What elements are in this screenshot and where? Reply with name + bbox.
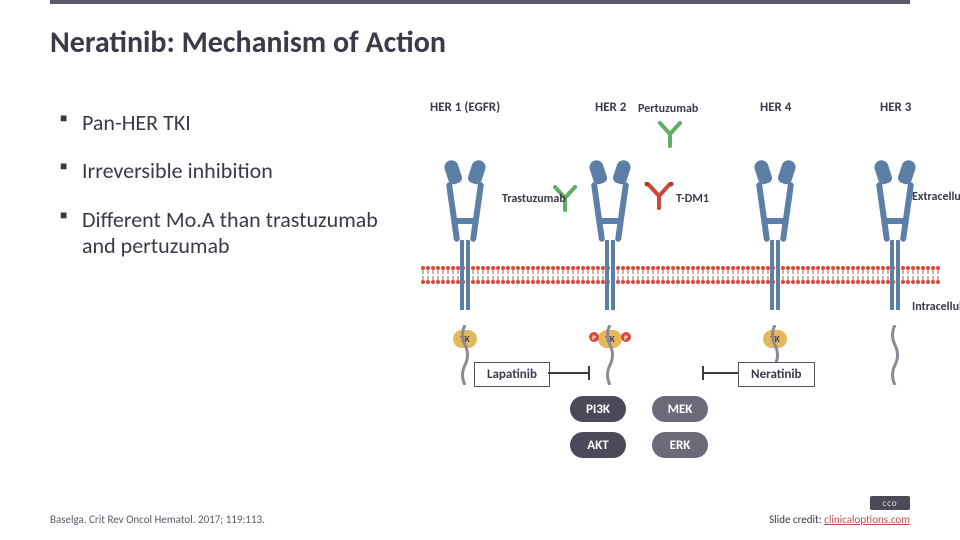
credit-link[interactable]: clinicaloptions.com [824,513,910,526]
neratinib-box: Neratinib [738,362,815,387]
lipid-membrane [420,265,940,285]
lapatinib-inhibit-line [548,372,588,374]
cco-logo: CCO [870,496,910,510]
credit-prefix: Slide credit: [769,513,824,526]
cco-logo-text: CCO [882,499,897,508]
pi3k-box: PI3K [570,396,626,422]
receptor-label-her4: HER 4 [760,100,791,115]
phospho-dot: P [621,332,631,342]
receptor-label-her3: HER 3 [880,100,911,115]
receptor-3 [870,140,920,245]
trastuzumab-label: Trastuzumab [502,192,566,206]
neratinib-inhibit-line [704,372,738,374]
bullet-item: Irreversible inhibition [60,158,400,184]
phospho-dot: P [589,332,599,342]
receptor-tail [460,325,470,390]
pertuzumab-label: Pertuzumab [638,102,698,116]
intracellular-label: Intracellular [912,300,960,314]
mechanism-diagram: HER 1 (EGFR) HER 2 HER 4 HER 3 Pertuzuma… [420,100,940,480]
receptor-label-her1: HER 1 (EGFR) [430,100,500,115]
akt-box: AKT [570,432,626,458]
neratinib-inhibit-cap [702,366,704,380]
bullet-item: Different Mo.A than trastuzumab and pert… [60,207,400,260]
citation-text: Baselga. Crit Rev Oncol Hematol. 2017; 1… [50,513,265,526]
receptor-2: TK [750,140,800,245]
tdm1-antibody-icon [644,182,674,210]
bullet-list: Pan-HER TKI Irreversible inhibition Diff… [60,110,400,282]
bullet-item: Pan-HER TKI [60,110,400,136]
pertuzumab-antibody-icon [655,120,685,148]
receptor-1: TK PP [585,140,635,245]
page-title: Neratinib: Mechanism of Action [50,24,446,61]
lapatinib-box: Lapatinib [474,362,550,387]
mek-box: MEK [652,396,708,422]
receptor-tail [605,325,615,390]
tdm1-label: T-DM1 [676,192,709,206]
lapatinib-inhibit-cap [588,366,590,380]
erk-box: ERK [652,432,708,458]
receptor-tail [890,325,900,390]
receptor-0: TK [440,140,490,245]
receptor-label-her2: HER 2 [595,100,626,115]
slide-credit: Slide credit: clinicaloptions.com [769,513,910,526]
top-divider [50,0,910,4]
